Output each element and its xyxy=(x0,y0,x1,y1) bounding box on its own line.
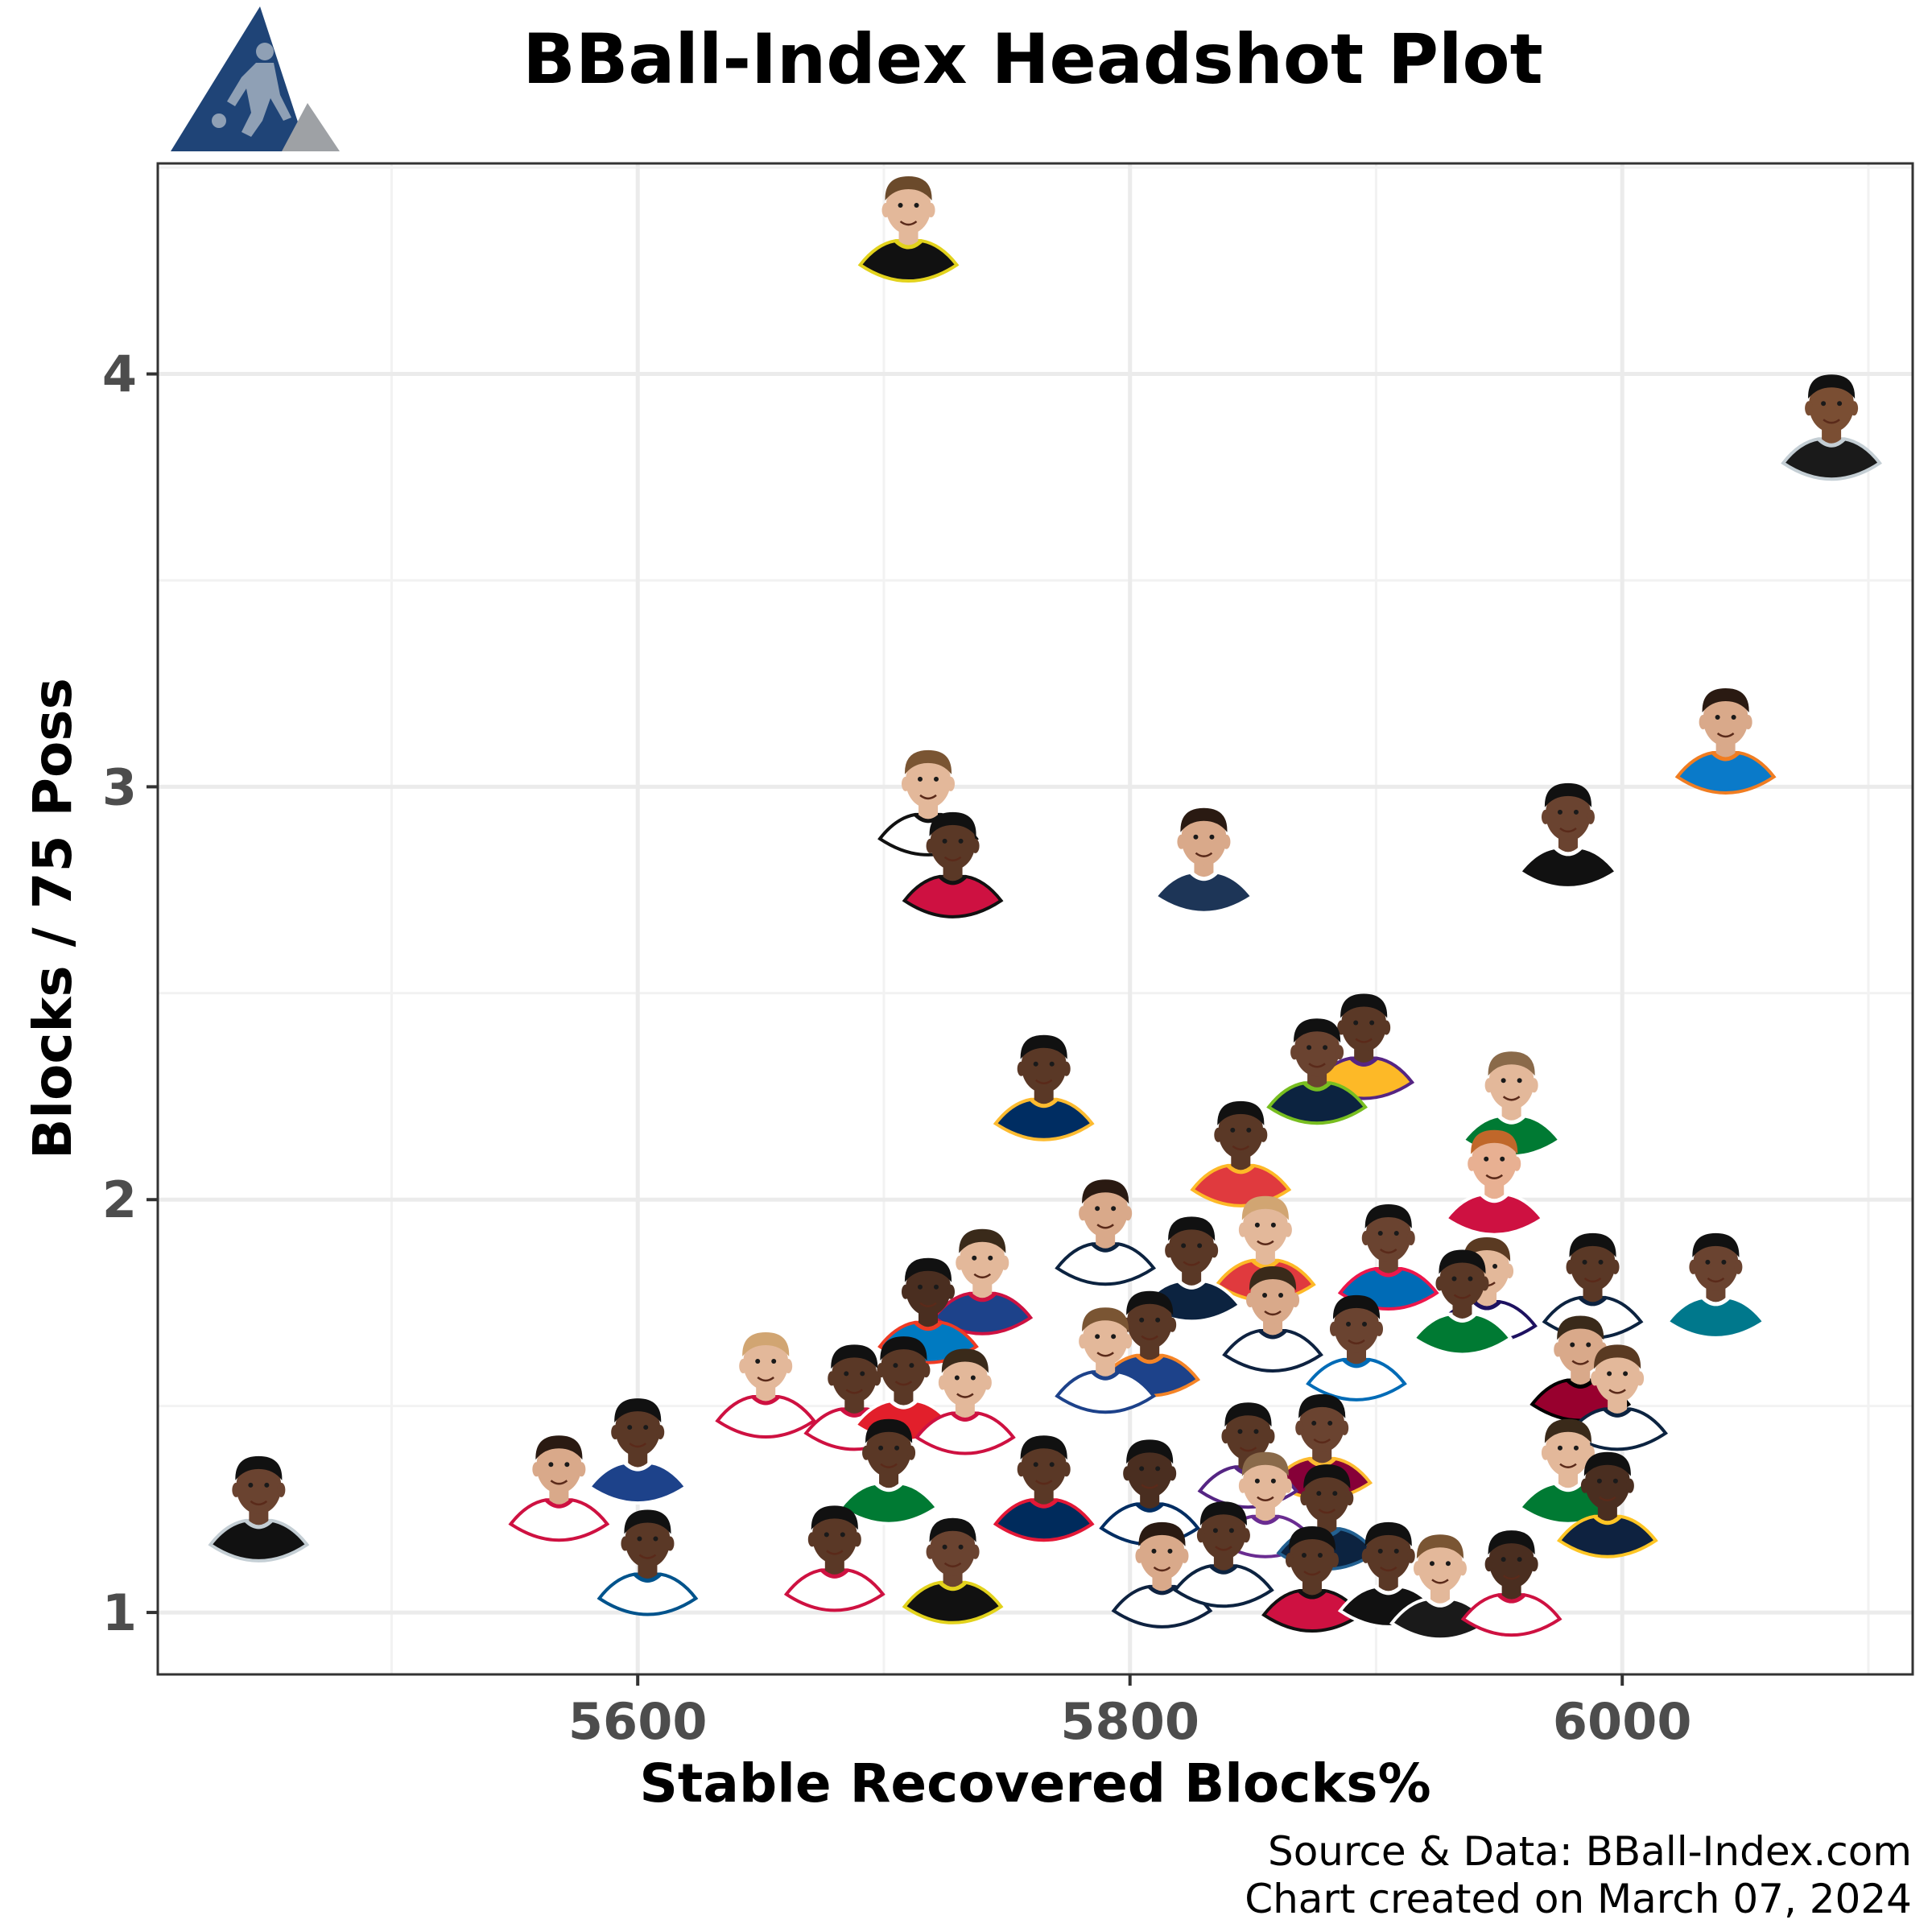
player-headshot-point xyxy=(1173,1501,1274,1608)
player-headshot-point xyxy=(597,1509,699,1616)
player-headshot-point xyxy=(715,1332,817,1439)
data-points xyxy=(208,176,1882,1641)
player-headshot-point xyxy=(208,1455,310,1563)
player-headshot-point xyxy=(1055,1179,1157,1286)
x-tick-label: 6000 xyxy=(1553,1692,1692,1751)
player-headshot-point xyxy=(1099,1439,1201,1546)
player-headshot-point xyxy=(1190,1100,1292,1208)
player-headshot-point xyxy=(902,1517,1004,1624)
plot-border xyxy=(156,162,1914,1676)
x-tick-label: 5600 xyxy=(568,1692,708,1751)
chart-title: BBall-Index Headshot Plot xyxy=(522,19,1542,100)
player-headshot-point xyxy=(931,1228,1034,1335)
player-headshot-point xyxy=(902,811,1004,919)
axis-ticks: 5600 5800 6000 1 2 3 4 xyxy=(102,345,1692,1751)
player-headshot-point xyxy=(1055,1307,1157,1414)
player-headshot-point xyxy=(1266,1018,1368,1125)
player-headshot-point xyxy=(1443,1129,1546,1236)
player-headshot-point xyxy=(508,1435,610,1542)
date-caption: Chart created on March 07, 2024 xyxy=(1245,1876,1912,1922)
x-tick-label: 5800 xyxy=(1060,1692,1199,1751)
player-headshot-point xyxy=(1306,1294,1407,1402)
player-headshot-point xyxy=(1517,1418,1619,1525)
player-headshot-point xyxy=(587,1398,689,1505)
y-tick-label: 3 xyxy=(102,758,137,816)
player-headshot-point xyxy=(1337,1204,1439,1311)
y-axis-title: Blocks / 75 Poss xyxy=(22,678,84,1159)
player-headshot-point xyxy=(1153,807,1255,914)
player-headshot-point xyxy=(1665,1232,1767,1340)
player-headshot-point xyxy=(993,1034,1095,1141)
player-headshot-point xyxy=(993,1435,1095,1542)
player-headshot-point xyxy=(783,1505,886,1612)
y-tick-label: 4 xyxy=(102,345,137,404)
player-headshot-point xyxy=(1460,1530,1563,1637)
player-headshot-point xyxy=(1542,1232,1644,1340)
bball-index-logo xyxy=(171,6,340,151)
player-headshot-point xyxy=(1261,1526,1363,1633)
x-axis-title: Stable Recovered Blocks% xyxy=(639,1752,1430,1814)
player-headshot-point xyxy=(1222,1265,1323,1373)
player-headshot-point xyxy=(914,1348,1016,1455)
player-headshot-point xyxy=(1389,1534,1491,1641)
player-headshot-point xyxy=(838,1418,939,1525)
player-headshot-point xyxy=(857,176,960,283)
player-headshot-point xyxy=(1556,1451,1658,1558)
player-headshot-point xyxy=(1517,782,1619,890)
player-headshot-point xyxy=(1567,1344,1668,1451)
player-headshot-point xyxy=(1781,374,1882,481)
y-tick-label: 2 xyxy=(102,1170,137,1229)
y-tick-label: 1 xyxy=(102,1583,137,1642)
source-caption: Source & Data: BBall-Index.com xyxy=(1268,1828,1912,1875)
player-headshot-point xyxy=(1674,687,1777,795)
player-headshot-point xyxy=(1460,1051,1563,1158)
player-headshot-point xyxy=(1411,1249,1513,1356)
